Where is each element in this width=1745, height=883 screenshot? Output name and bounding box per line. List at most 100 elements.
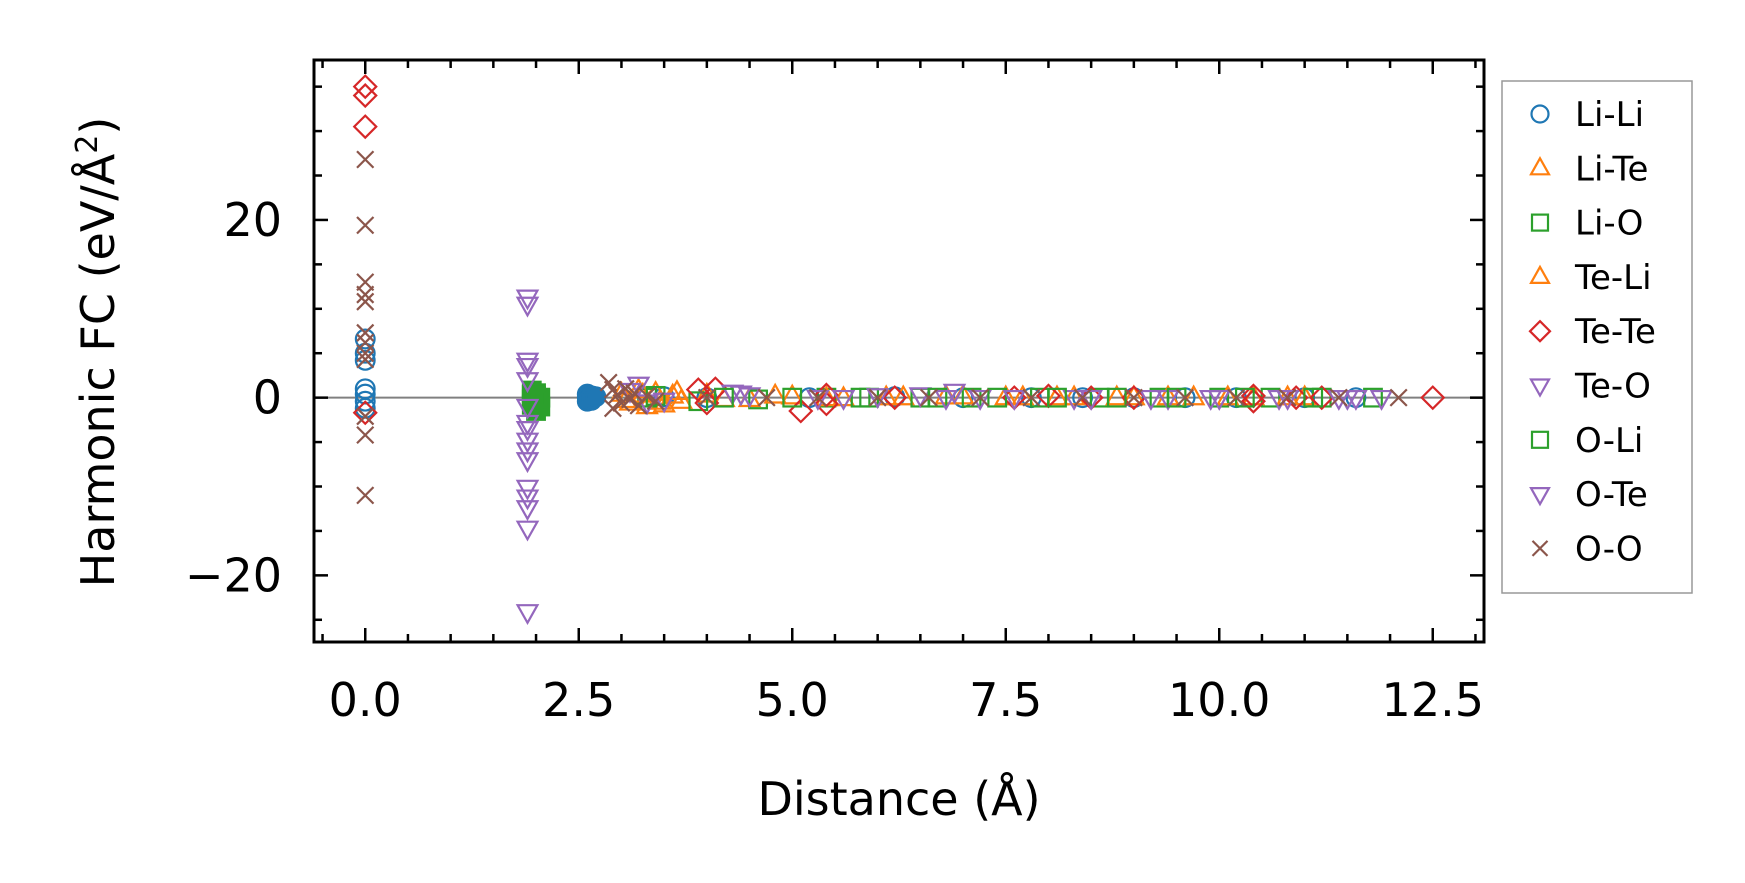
data-point-li-o	[688, 391, 709, 412]
legend-marker	[1529, 378, 1551, 398]
data-point-o-o	[868, 388, 887, 407]
data-point-li-li	[354, 390, 376, 412]
legend-label: Te-Te	[1574, 312, 1656, 352]
data-point-te-li	[1104, 384, 1129, 406]
data-point-li-li	[354, 349, 376, 371]
x-tick-label: 2.5	[542, 673, 615, 727]
data-point-o-o	[356, 285, 375, 304]
legend-marker	[1530, 430, 1550, 449]
data-point-o-o	[1176, 388, 1195, 407]
data-point-o-o	[356, 216, 375, 235]
plot-frame	[312, 58, 1486, 644]
data-point-o-o	[1073, 388, 1092, 407]
legend-label: O-O	[1575, 529, 1643, 569]
data-point-o-li	[987, 387, 1008, 408]
data-point-li-te	[891, 384, 916, 406]
data-point-te-o	[831, 389, 856, 411]
data-point-li-li	[354, 383, 376, 405]
data-point-te-o	[515, 296, 540, 318]
data-point-o-o	[1329, 388, 1348, 407]
legend-label: O-Te	[1575, 475, 1648, 515]
data-point-o-te	[515, 372, 540, 394]
data-point-te-te	[352, 82, 378, 109]
legend-marker	[1529, 487, 1551, 507]
data-point-te-o	[515, 357, 540, 379]
data-point-o-li	[1303, 387, 1324, 408]
data-point-o-o	[1227, 388, 1246, 407]
y-axis-label: Harmonic FC (eV/Å2)	[70, 117, 126, 588]
y-tick-label: 0	[253, 371, 282, 425]
data-point-te-o	[1369, 389, 1394, 411]
data-point-o-o	[356, 344, 375, 363]
data-point-o-o	[1389, 388, 1408, 407]
legend-item: O-Te	[1529, 475, 1648, 515]
series-o-o	[356, 150, 1408, 505]
data-point-o-o	[1278, 388, 1297, 407]
data-point-te-te	[1309, 385, 1335, 411]
data-point-o-li	[1047, 387, 1067, 408]
legend-marker	[1530, 213, 1550, 232]
data-point-te-li	[665, 379, 689, 401]
data-point-te-o	[626, 376, 651, 398]
data-point-te-o	[515, 289, 540, 311]
data-point-o-o	[1022, 388, 1041, 407]
x-tick-label: 7.5	[969, 673, 1042, 727]
series-te-o	[515, 289, 1394, 626]
data-point-o-o	[808, 388, 827, 407]
legend-item: Te-Te	[1528, 312, 1656, 352]
legend-label: Li-Li	[1575, 95, 1644, 135]
data-point-o-li	[1106, 387, 1127, 408]
legend-label: Te-Li	[1574, 258, 1652, 298]
data-point-te-li	[1275, 384, 1300, 406]
data-point-te-te	[352, 114, 378, 140]
data-point-o-o	[356, 407, 375, 426]
x-tick-label: 10.0	[1168, 673, 1270, 727]
data-point-te-o	[515, 520, 540, 542]
data-point-o-o	[356, 350, 375, 369]
data-point-o-li	[526, 391, 546, 412]
legend-item: Te-O	[1529, 367, 1651, 407]
data-point-o-li	[782, 387, 803, 408]
data-point-li-te	[780, 383, 805, 405]
data-point-te-o	[515, 489, 540, 511]
legend-item: O-Li	[1530, 421, 1643, 461]
data-point-o-o	[697, 388, 716, 407]
legend-item: O-O	[1531, 529, 1643, 569]
legend-item: Li-Te	[1529, 149, 1648, 189]
data-point-o-o	[919, 388, 938, 407]
data-point-te-o	[942, 383, 967, 405]
legend-marker	[1531, 540, 1549, 557]
data-point-o-o	[356, 425, 375, 444]
data-point-o-te	[515, 398, 540, 420]
series-te-te	[352, 74, 1446, 426]
legend-item: Li-O	[1530, 204, 1643, 244]
data-point-o-te	[737, 387, 762, 409]
data-point-te-te	[1420, 385, 1446, 411]
data-point-te-o	[515, 421, 540, 442]
legend-marker	[1529, 264, 1551, 284]
data-point-o-o	[356, 150, 375, 169]
data-point-o-li	[714, 387, 734, 408]
data-point-o-o	[603, 399, 622, 418]
x-tick-label: 0.0	[329, 673, 402, 727]
data-point-o-o	[638, 386, 657, 405]
data-point-o-o	[356, 486, 375, 505]
legend-label: O-Li	[1575, 421, 1643, 461]
data-point-o-te	[1002, 389, 1027, 411]
y-tick-label: 20	[223, 193, 282, 247]
data-point-te-o	[515, 604, 540, 626]
data-point-o-o	[971, 388, 990, 407]
data-point-o-te	[1207, 389, 1232, 411]
legend-item: Li-Li	[1530, 95, 1644, 135]
data-point-o-o	[757, 388, 776, 407]
data-point-o-te	[865, 388, 890, 410]
data-point-o-o	[616, 379, 635, 398]
legend-marker	[1530, 104, 1550, 124]
y-tick-label: −20	[185, 548, 282, 602]
legend-box	[1501, 80, 1693, 594]
legend-item: Te-Li	[1529, 258, 1652, 298]
legend-label: Li-Te	[1575, 149, 1648, 189]
data-point-o-o	[1124, 388, 1143, 407]
data-point-o-te	[1139, 389, 1163, 411]
